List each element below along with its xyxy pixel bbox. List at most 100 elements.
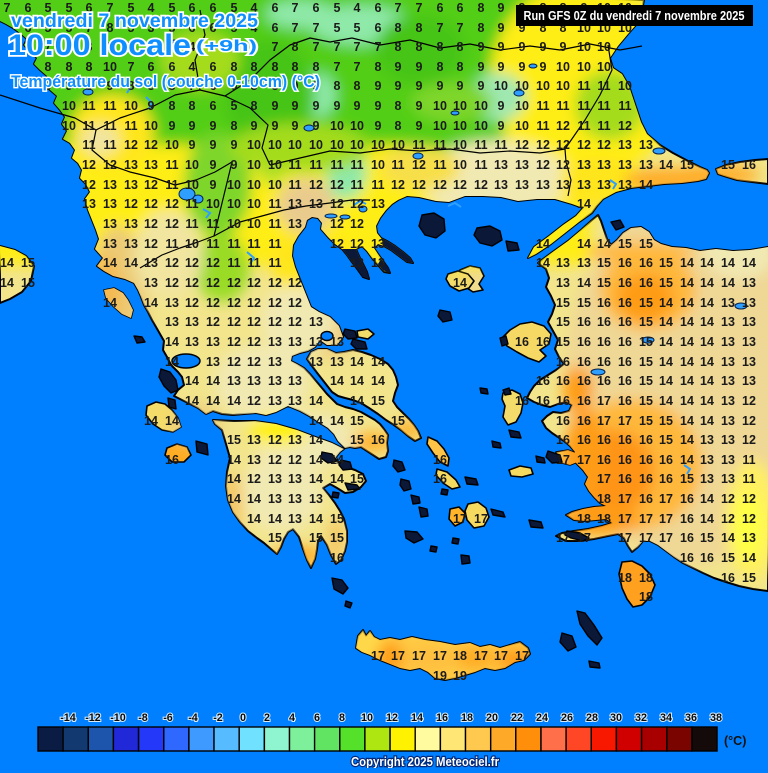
svg-text:13: 13 — [742, 296, 756, 310]
svg-text:14: 14 — [700, 315, 714, 329]
svg-text:16: 16 — [577, 374, 591, 388]
svg-text:17: 17 — [515, 649, 529, 663]
svg-text:18: 18 — [461, 712, 473, 724]
svg-text:16: 16 — [515, 394, 529, 408]
svg-text:8: 8 — [292, 60, 299, 74]
svg-text:13: 13 — [556, 178, 570, 192]
svg-text:12: 12 — [185, 256, 199, 270]
svg-text:10: 10 — [144, 119, 158, 133]
svg-text:13: 13 — [206, 355, 220, 369]
svg-text:8: 8 — [45, 60, 52, 74]
svg-text:15: 15 — [721, 551, 735, 565]
svg-text:14: 14 — [165, 335, 179, 349]
svg-text:13: 13 — [124, 158, 138, 172]
svg-text:11: 11 — [494, 138, 507, 152]
svg-text:14: 14 — [577, 237, 591, 251]
svg-text:14: 14 — [659, 335, 673, 349]
svg-text:11: 11 — [103, 119, 116, 133]
svg-text:24: 24 — [536, 712, 548, 724]
svg-text:12: 12 — [227, 296, 241, 310]
svg-text:16: 16 — [577, 315, 591, 329]
svg-text:-8: -8 — [138, 712, 148, 724]
svg-text:12: 12 — [742, 512, 756, 526]
svg-text:10: 10 — [165, 138, 179, 152]
svg-text:11: 11 — [577, 99, 590, 113]
svg-text:13: 13 — [618, 138, 632, 152]
svg-text:18: 18 — [618, 571, 632, 585]
svg-text:16: 16 — [618, 276, 632, 290]
svg-text:13: 13 — [227, 374, 241, 388]
svg-text:11: 11 — [330, 158, 343, 172]
svg-text:13: 13 — [82, 197, 96, 211]
svg-text:6: 6 — [189, 21, 196, 35]
svg-text:11: 11 — [536, 99, 549, 113]
svg-text:16: 16 — [515, 335, 529, 349]
svg-text:(°C): (°C) — [724, 734, 746, 748]
svg-text:12: 12 — [247, 315, 261, 329]
svg-text:13: 13 — [721, 414, 735, 428]
svg-text:9: 9 — [313, 79, 320, 93]
svg-text:12: 12 — [268, 433, 282, 447]
svg-text:16: 16 — [680, 512, 694, 526]
svg-text:8: 8 — [251, 99, 258, 113]
svg-text:5: 5 — [45, 21, 52, 35]
svg-text:16: 16 — [618, 394, 632, 408]
svg-text:16: 16 — [659, 472, 673, 486]
svg-text:34: 34 — [660, 712, 672, 724]
svg-text:5: 5 — [128, 21, 135, 35]
svg-text:6: 6 — [375, 21, 382, 35]
svg-text:12: 12 — [206, 315, 220, 329]
svg-text:8: 8 — [292, 40, 299, 54]
svg-text:16: 16 — [639, 492, 653, 506]
svg-text:9: 9 — [478, 60, 485, 74]
svg-text:9: 9 — [437, 79, 444, 93]
svg-text:11: 11 — [268, 256, 281, 270]
svg-text:8: 8 — [251, 60, 258, 74]
svg-text:11: 11 — [206, 217, 219, 231]
svg-text:13: 13 — [742, 315, 756, 329]
svg-text:14: 14 — [680, 335, 694, 349]
svg-text:11: 11 — [474, 158, 487, 172]
svg-text:10: 10 — [247, 138, 261, 152]
svg-text:8: 8 — [339, 712, 345, 724]
svg-text:15: 15 — [21, 256, 35, 270]
svg-text:12: 12 — [577, 138, 591, 152]
svg-text:13: 13 — [103, 178, 117, 192]
svg-text:14: 14 — [0, 276, 14, 290]
svg-text:14: 14 — [680, 276, 694, 290]
svg-text:7: 7 — [272, 40, 279, 54]
svg-text:16: 16 — [577, 433, 591, 447]
svg-text:17: 17 — [659, 512, 673, 526]
svg-text:15: 15 — [350, 472, 364, 486]
svg-text:22: 22 — [511, 712, 523, 724]
svg-text:13: 13 — [185, 315, 199, 329]
svg-text:11: 11 — [577, 119, 590, 133]
svg-text:38: 38 — [710, 712, 722, 724]
svg-text:12: 12 — [330, 217, 344, 231]
svg-text:17: 17 — [639, 531, 653, 545]
svg-text:11: 11 — [82, 99, 95, 113]
svg-text:12: 12 — [247, 355, 261, 369]
svg-text:18: 18 — [597, 492, 611, 506]
svg-text:9: 9 — [189, 138, 196, 152]
svg-text:17: 17 — [659, 492, 673, 506]
svg-text:14: 14 — [700, 276, 714, 290]
svg-text:14: 14 — [330, 472, 344, 486]
svg-text:9: 9 — [498, 60, 505, 74]
svg-text:18: 18 — [453, 649, 467, 663]
svg-text:7: 7 — [416, 1, 423, 15]
svg-text:15: 15 — [742, 571, 756, 585]
svg-text:13: 13 — [268, 374, 282, 388]
svg-text:16: 16 — [597, 335, 611, 349]
svg-text:17: 17 — [577, 453, 591, 467]
svg-text:13: 13 — [721, 296, 735, 310]
svg-text:13: 13 — [618, 178, 632, 192]
svg-text:12: 12 — [227, 355, 241, 369]
svg-text:10: 10 — [62, 119, 76, 133]
svg-text:12: 12 — [742, 492, 756, 506]
svg-text:13: 13 — [721, 453, 735, 467]
svg-text:13: 13 — [288, 374, 302, 388]
svg-text:8: 8 — [169, 79, 176, 93]
svg-text:5: 5 — [169, 21, 176, 35]
svg-text:15: 15 — [639, 414, 653, 428]
